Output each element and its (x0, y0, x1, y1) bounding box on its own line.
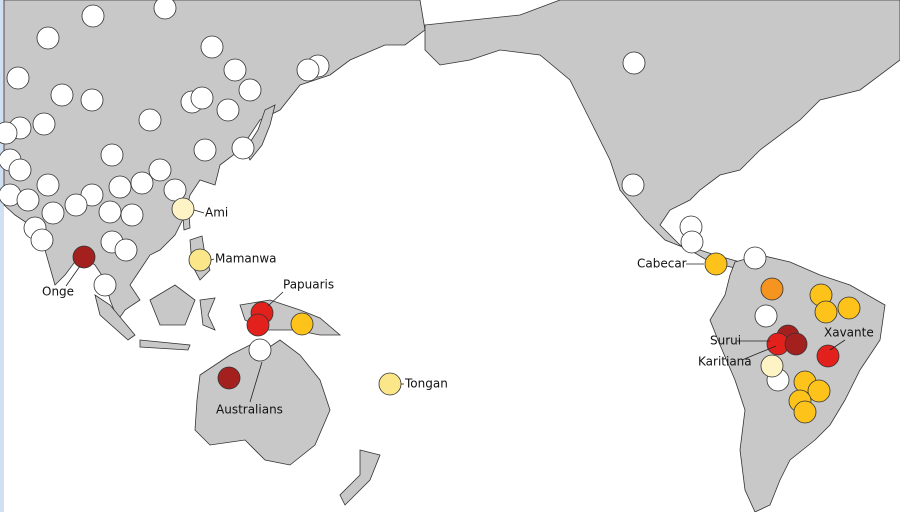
labels: Ami Mamanwa Onge Papuaris Australians Tongan C… (42, 206, 874, 417)
leader-line (65, 265, 81, 287)
leader-line (249, 361, 263, 403)
population-label: Ami (205, 206, 228, 220)
population-label: Australians (216, 403, 283, 417)
population-marker (816, 344, 840, 368)
population-marker (41, 201, 65, 225)
population-label: Tongan (404, 377, 448, 391)
population-label: Cabecar (637, 257, 687, 271)
population-marker (760, 277, 784, 301)
borneo (149, 284, 196, 326)
population-marker (680, 230, 704, 254)
population-marker (807, 379, 831, 403)
population-marker (64, 193, 88, 217)
population-marker (784, 332, 808, 356)
population-marker (108, 175, 132, 199)
population-marker (0, 121, 18, 145)
population-marker (622, 51, 646, 75)
population-marker (200, 35, 224, 59)
population-marker (36, 173, 60, 197)
population-marker (72, 245, 96, 269)
population-marker (248, 338, 272, 362)
population-marker (793, 400, 817, 424)
population-marker (238, 78, 262, 102)
frame-edge (0, 0, 4, 512)
new-zealand (339, 449, 381, 506)
population-label: Papuaris (283, 278, 334, 292)
population-marker (704, 252, 728, 276)
population-marker (231, 136, 255, 160)
population-marker (81, 4, 105, 28)
population-label: Surui (710, 334, 741, 348)
population-label: Mamanwa (215, 252, 277, 266)
population-marker (296, 58, 320, 82)
population-marker (216, 98, 240, 122)
sumatra (94, 294, 136, 341)
population-marker (130, 171, 154, 195)
population-marker (100, 143, 124, 167)
population-marker (188, 248, 212, 272)
population-marker (148, 158, 172, 182)
leader-line (741, 345, 777, 361)
population-marker (193, 138, 217, 162)
java (139, 339, 191, 351)
leader-line (829, 339, 846, 351)
population-marker (290, 312, 314, 336)
leader-line (210, 258, 215, 261)
population-marker (120, 203, 144, 227)
population-marker (171, 197, 195, 221)
leader-line (193, 209, 205, 214)
population-marker (80, 88, 104, 112)
population-marker (621, 173, 645, 197)
population-label: Karitiana (698, 355, 752, 369)
population-marker (754, 304, 778, 328)
population-marker (378, 372, 402, 396)
sulawesi (199, 297, 216, 331)
population-marker (743, 246, 767, 270)
population-marker (246, 313, 270, 337)
population-marker (114, 238, 138, 262)
population-label: Onge (42, 285, 74, 299)
population-marker (814, 300, 838, 324)
leader-line (267, 291, 284, 307)
population-marker (98, 200, 122, 224)
population-marker (8, 158, 32, 182)
population-marker (223, 58, 247, 82)
population-marker (837, 296, 861, 320)
populations (0, 0, 861, 424)
population-marker (6, 66, 30, 90)
population-marker (190, 86, 214, 110)
population-marker (217, 366, 241, 390)
population-label: Xavante (824, 326, 874, 340)
population-marker (93, 273, 117, 297)
population-marker (36, 26, 60, 50)
population-marker (50, 83, 74, 107)
population-marker (16, 188, 40, 212)
population-marker (760, 354, 784, 378)
north-america (424, 0, 900, 269)
population-marker (153, 0, 177, 20)
population-marker (138, 108, 162, 132)
population-marker (32, 112, 56, 136)
population-marker (30, 228, 54, 252)
